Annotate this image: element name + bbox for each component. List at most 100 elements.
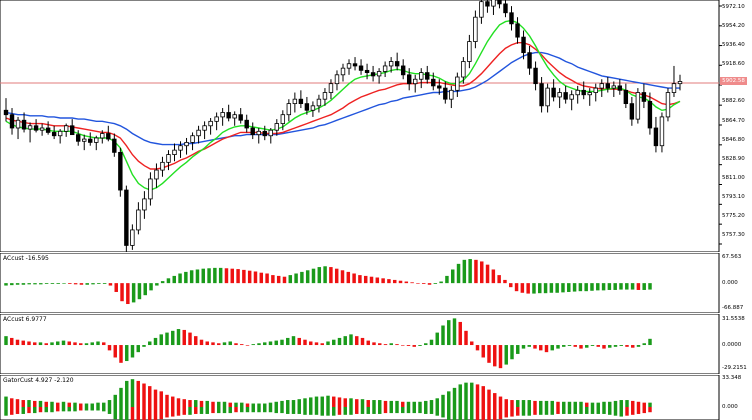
gator-upper-bar bbox=[458, 384, 462, 407]
bear-candle bbox=[629, 103, 635, 120]
ac-bar bbox=[572, 283, 577, 292]
ac-bar bbox=[625, 283, 629, 290]
gator-lower-bar bbox=[211, 407, 215, 414]
ac2-bar bbox=[286, 337, 290, 346]
price-chart[interactable] bbox=[0, 0, 752, 252]
ac-axis-label: 67.563 bbox=[722, 254, 742, 260]
ac2-bar bbox=[56, 341, 60, 346]
ac2-bar bbox=[130, 345, 135, 358]
ac2-bar bbox=[332, 339, 336, 346]
gator-lower-bar bbox=[274, 407, 278, 414]
ac-bar bbox=[155, 283, 159, 286]
bull-candle bbox=[184, 141, 189, 147]
ac2-bar bbox=[148, 341, 152, 346]
ac-bar bbox=[421, 283, 426, 284]
gator-lower-bar bbox=[314, 407, 319, 415]
bear-candle bbox=[21, 119, 27, 130]
ac2-axis-label: 0.0000 bbox=[722, 342, 742, 348]
ac2-bar bbox=[631, 345, 635, 348]
ac2-bar bbox=[349, 334, 353, 346]
bear-candle bbox=[45, 127, 51, 133]
bull-candle bbox=[15, 119, 21, 129]
ac-bar bbox=[259, 272, 264, 284]
ac-bar bbox=[636, 283, 641, 290]
ac2-bar bbox=[326, 341, 330, 346]
gator-upper-bar bbox=[142, 383, 146, 407]
gator-upper-bar bbox=[44, 401, 48, 407]
ac-bar bbox=[369, 276, 374, 284]
gator-lower-bar bbox=[648, 407, 652, 413]
gator-lower-bar bbox=[337, 407, 342, 415]
ac2-bar bbox=[84, 343, 89, 346]
gator-lower-bar bbox=[21, 407, 25, 414]
gator-lower-bar bbox=[286, 407, 290, 414]
gator-indicator-pane[interactable]: GatorCust 4.927 -2.120 33.348 0.000 bbox=[0, 375, 752, 420]
gator-lower-bar bbox=[470, 407, 474, 420]
ac-bar bbox=[567, 283, 571, 292]
gator-lower-bar bbox=[240, 407, 244, 413]
ac-histogram[interactable] bbox=[0, 253, 752, 313]
ac2-indicator-pane[interactable]: ACcust 6.9777 31.5538 0.0000 -29.2151 bbox=[0, 314, 752, 374]
bull-candle bbox=[82, 138, 87, 142]
ac-bar bbox=[300, 271, 304, 284]
gator-lower-bar bbox=[406, 407, 411, 414]
ac2-histogram[interactable] bbox=[0, 314, 752, 374]
price-axis-label: 5972.10 bbox=[722, 4, 745, 10]
ac-indicator-label: ACcust -16.595 bbox=[3, 255, 49, 262]
ac-bar bbox=[207, 268, 211, 284]
gator-lower-bar bbox=[383, 407, 388, 414]
ac2-axis-label: -29.2151 bbox=[722, 365, 747, 371]
ac-bar bbox=[398, 280, 403, 284]
ac2-bar bbox=[498, 345, 503, 369]
gator-lower-bar bbox=[61, 407, 66, 412]
gator-lower-bar bbox=[280, 407, 284, 414]
ac-bar bbox=[532, 283, 536, 294]
ac2-bar bbox=[602, 345, 606, 349]
gator-upper-bar bbox=[194, 400, 198, 407]
bear-candle bbox=[503, 3, 508, 14]
bear-candle bbox=[563, 92, 568, 100]
gator-upper-bar bbox=[378, 400, 382, 407]
gator-lower-bar bbox=[642, 407, 646, 414]
bull-candle bbox=[665, 92, 671, 118]
gator-lower-bar bbox=[96, 407, 100, 411]
ac-bar bbox=[172, 275, 176, 284]
bear-candle bbox=[226, 112, 231, 119]
gator-upper-bar bbox=[596, 402, 600, 407]
ac2-bar bbox=[245, 345, 250, 346]
gator-upper-bar bbox=[130, 379, 135, 407]
gator-upper-bar bbox=[602, 401, 606, 407]
bear-candle bbox=[623, 89, 629, 105]
gator-lower-bar bbox=[516, 407, 520, 416]
price-axis-label: 5882.60 bbox=[722, 98, 745, 104]
gator-upper-bar bbox=[171, 396, 175, 407]
ac-indicator-pane[interactable]: ACcust -16.595 67.563 0.000 -66.887 bbox=[0, 253, 752, 313]
ac2-bar bbox=[263, 342, 267, 346]
gator-upper-bar bbox=[642, 402, 646, 407]
gator-upper-bar bbox=[498, 396, 503, 407]
ac-bar bbox=[642, 283, 646, 290]
fast-ma-line bbox=[5, 19, 681, 191]
gator-upper-bar bbox=[332, 396, 336, 407]
gator-histogram[interactable] bbox=[0, 375, 752, 420]
ac2-bar bbox=[590, 345, 595, 346]
gator-lower-bar bbox=[33, 407, 37, 414]
gator-upper-bar bbox=[608, 401, 612, 407]
gator-upper-bar bbox=[579, 401, 583, 407]
ac-bar bbox=[648, 283, 652, 290]
gator-upper-bar bbox=[625, 400, 629, 407]
bull-candle bbox=[473, 16, 478, 42]
gator-lower-bar bbox=[544, 407, 549, 415]
bull-candle bbox=[388, 61, 394, 67]
price-chart-pane[interactable]: 5972.10 5954.20 5936.40 5918.60 5882.60 … bbox=[0, 0, 752, 252]
gator-upper-bar bbox=[27, 400, 31, 407]
gator-upper-bar bbox=[435, 398, 439, 407]
bull-candle bbox=[593, 87, 598, 93]
ac2-bar bbox=[573, 345, 577, 347]
ac2-bar bbox=[464, 330, 468, 346]
ac-bar bbox=[247, 270, 252, 284]
bear-candle bbox=[509, 12, 514, 25]
gator-lower-bar bbox=[10, 407, 14, 415]
ac-bar bbox=[427, 283, 432, 285]
gator-lower-bar bbox=[435, 407, 439, 416]
